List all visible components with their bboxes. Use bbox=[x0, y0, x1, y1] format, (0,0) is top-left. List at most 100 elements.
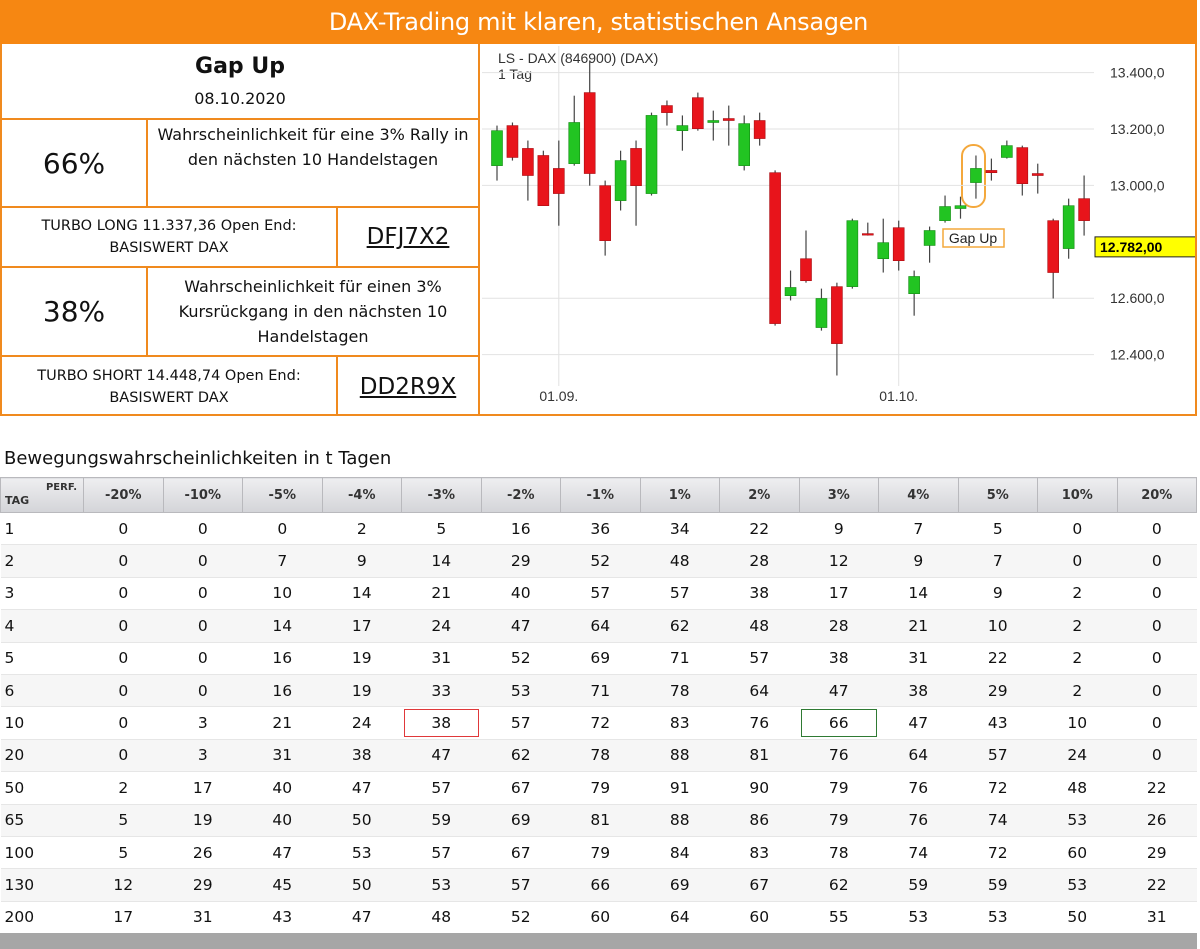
cell-value: 0 bbox=[1117, 609, 1197, 643]
candle-body bbox=[553, 168, 565, 194]
row-label: 130 bbox=[0, 868, 84, 902]
y-tick-label: 12.600,0 bbox=[1110, 290, 1165, 306]
table-row: 5 0 0 16 19 31 52 69 71 57 38 31 22 2 0 bbox=[0, 642, 1197, 675]
cell-value: 62 bbox=[640, 609, 720, 643]
cell-value: 0 bbox=[83, 739, 163, 773]
candle-body bbox=[1016, 147, 1029, 184]
cell-value: 7 bbox=[958, 544, 1038, 578]
candle-body bbox=[846, 220, 859, 287]
candle-body bbox=[1031, 173, 1044, 176]
cell-value: 31 bbox=[163, 901, 243, 935]
cell-value: 69 bbox=[481, 804, 561, 837]
cell-value: 71 bbox=[560, 674, 640, 708]
cell-value: 17 bbox=[83, 901, 163, 935]
cell-value: 88 bbox=[640, 739, 720, 773]
cell-value: 0 bbox=[163, 674, 243, 708]
last-price-label: 12.782,00 bbox=[1100, 239, 1162, 255]
cell-value: 69 bbox=[560, 642, 640, 675]
probability-value: 38% bbox=[2, 268, 148, 357]
cell-value: 43 bbox=[242, 901, 322, 935]
cell-value: 5 bbox=[958, 512, 1038, 546]
chart-subtitle: 1 Tag bbox=[498, 66, 532, 82]
cell-value: 0 bbox=[83, 609, 163, 643]
candle-body bbox=[892, 227, 905, 261]
cell-value: 12 bbox=[83, 868, 163, 902]
candle-body bbox=[692, 97, 704, 129]
signal-date: 08.10.2020 bbox=[194, 89, 286, 108]
column-header: 2% bbox=[719, 477, 800, 513]
row-label: 65 bbox=[0, 804, 84, 837]
cell-value: 52 bbox=[481, 901, 561, 935]
cell-value: 21 bbox=[242, 706, 322, 740]
chart-title: LS - DAX (846900) (DAX) bbox=[498, 50, 658, 66]
cell-value: 0 bbox=[83, 512, 163, 546]
cell-value: 57 bbox=[560, 577, 640, 611]
candle-body bbox=[491, 130, 503, 166]
cell-value: 19 bbox=[322, 674, 402, 708]
gap-highlight bbox=[961, 144, 986, 208]
cell-value: 40 bbox=[242, 771, 322, 805]
column-header: -3% bbox=[401, 477, 482, 513]
cell-value: 0 bbox=[1117, 577, 1197, 611]
cell-value: 55 bbox=[799, 901, 879, 935]
candle-body bbox=[970, 168, 982, 183]
candle-body bbox=[784, 287, 797, 296]
cell-value: 38 bbox=[322, 739, 402, 773]
cell-value: 2 bbox=[83, 771, 163, 805]
cell-value: 31 bbox=[242, 739, 322, 773]
cell-value: 5 bbox=[401, 512, 481, 546]
cell-value: 12 bbox=[799, 544, 879, 578]
cell-value: 78 bbox=[799, 836, 879, 870]
candle-body bbox=[831, 286, 843, 344]
table-row: 4 0 0 14 17 24 47 64 62 48 28 21 10 2 0 bbox=[0, 609, 1197, 643]
candle-body bbox=[676, 125, 689, 131]
cell-value: 48 bbox=[640, 544, 720, 578]
cell-value: 0 bbox=[83, 544, 163, 578]
cell-value: 24 bbox=[322, 706, 402, 740]
cell-value: 5 bbox=[83, 804, 163, 837]
cell-value: 31 bbox=[878, 642, 958, 675]
product-code-link[interactable]: DD2R9X bbox=[338, 357, 480, 416]
candle-body bbox=[614, 160, 627, 201]
cell-value: 57 bbox=[481, 706, 561, 740]
product-code-link[interactable]: DFJ7X2 bbox=[338, 208, 480, 268]
table-row: 3 0 0 10 14 21 40 57 57 38 17 14 9 2 0 bbox=[0, 577, 1197, 611]
cell-value: 45 bbox=[242, 868, 322, 902]
cell-value: 34 bbox=[640, 512, 720, 546]
cell-value: 79 bbox=[799, 771, 879, 805]
row-label: 10 bbox=[0, 706, 84, 740]
candle-body bbox=[815, 298, 828, 328]
cell-value: 79 bbox=[560, 771, 640, 805]
cell-value: 0 bbox=[83, 642, 163, 675]
table-row: 1 0 0 0 2 5 16 36 34 22 9 7 5 0 0 bbox=[0, 512, 1197, 546]
candle-body bbox=[753, 120, 766, 139]
last-price-box bbox=[1094, 236, 1195, 258]
cell-value: 26 bbox=[1117, 804, 1197, 837]
row-label: 1 bbox=[0, 512, 84, 546]
cell-value: 3 bbox=[163, 706, 243, 740]
cell-value: 0 bbox=[163, 577, 243, 611]
cell-value: 0 bbox=[83, 674, 163, 708]
cell-value: 9 bbox=[958, 577, 1038, 611]
cell-value: 24 bbox=[1037, 739, 1117, 773]
cell-value: 91 bbox=[640, 771, 720, 805]
table-row: 200 17 31 43 47 48 52 60 64 60 55 53 53 50 31 bbox=[0, 901, 1197, 935]
cell-value: 60 bbox=[1037, 836, 1117, 870]
cell-value: 0 bbox=[1037, 512, 1117, 546]
candle-body bbox=[568, 122, 581, 164]
candle-body bbox=[506, 125, 519, 158]
scrollbar bbox=[0, 933, 1197, 949]
cell-value: 0 bbox=[1037, 544, 1117, 578]
cell-value: 72 bbox=[958, 836, 1038, 870]
x-tick-label: 01.09. bbox=[539, 388, 578, 404]
cell-value: 66 bbox=[560, 868, 640, 902]
table-row: 20 0 3 31 38 47 62 78 88 81 76 64 57 24 0 bbox=[0, 739, 1197, 773]
cell-value: 22 bbox=[1117, 771, 1197, 805]
candle-body bbox=[877, 242, 890, 260]
cell-value: 33 bbox=[401, 674, 481, 708]
cell-value: 0 bbox=[242, 512, 322, 546]
cell-value: 90 bbox=[719, 771, 799, 805]
cell-value: 9 bbox=[322, 544, 402, 578]
probability-table: PERF. TAG -20% -10% -5% -4% -3% -2% -1% 1% 2% 3% 4% 5… bbox=[0, 477, 1197, 935]
cell-value: 53 bbox=[1037, 868, 1117, 902]
